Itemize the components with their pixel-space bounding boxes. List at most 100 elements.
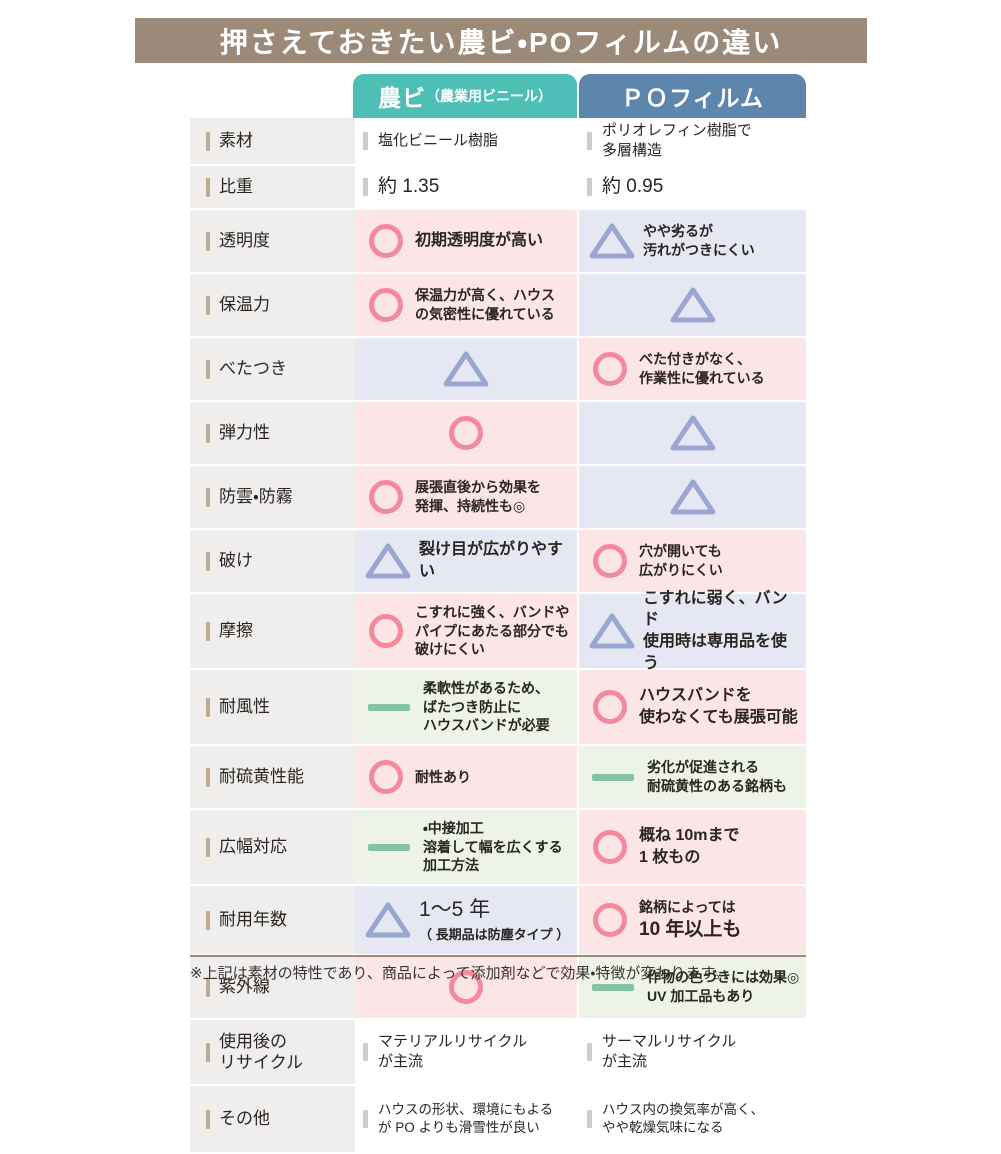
row-label-cell: 保温力 xyxy=(190,274,355,338)
row-label: 保温力 xyxy=(219,295,270,315)
cell-text: 穴が開いても 広がりにくい xyxy=(639,543,723,578)
row-label: 広幅対応 xyxy=(219,837,287,857)
column-header-tabs: 農ビ （農業用ビニール） ＰＯフィルム xyxy=(190,74,806,118)
cell-novi xyxy=(355,338,579,402)
row-label-bar-icon xyxy=(206,837,210,857)
row-label: 弾力性 xyxy=(219,423,270,443)
cell-po: 劣化が促進される 耐硫黄性のある銘柄も xyxy=(579,746,806,810)
circle-mark-icon xyxy=(587,824,633,870)
table-row: 比重 約 1.35 約 0.95 xyxy=(190,166,806,210)
table-row: 弾力性 xyxy=(190,402,806,466)
row-label-cell: 耐用年数 xyxy=(190,886,355,956)
cell-novi: マテリアルリサイクル が主流 xyxy=(355,1020,579,1086)
table-row: 摩擦 こすれに強く、バンドや パイプにあたる部分でも 破けにくい こすれに弱く、バン… xyxy=(190,590,806,672)
row-label-bar-icon xyxy=(206,177,210,197)
row-label-bar-icon xyxy=(206,295,210,315)
row-label-bar-icon xyxy=(206,621,210,641)
cell-novi: ・中接加工 溶着して幅を広くする 加工方法 xyxy=(355,810,579,886)
cell-novi: ハウスの形状、環境にもよる が PO よりも滑雪性が良い xyxy=(355,1086,579,1154)
cell-tick-icon xyxy=(587,1110,592,1128)
cell-po: 穴が開いても 広がりにくい xyxy=(579,530,806,594)
row-label-bar-icon xyxy=(206,910,210,930)
cell-tick-icon xyxy=(363,178,368,196)
cell-text: マテリアルリサイクル が主流 xyxy=(378,1032,528,1070)
row-label-bar-icon xyxy=(206,697,210,717)
cell-po: ポリオレフィン樹脂で 多層構造 xyxy=(579,118,806,166)
circle-mark-icon xyxy=(363,218,409,264)
cell-text: やや劣るが 汚れがつきにくい xyxy=(643,223,755,258)
triangle-mark-icon xyxy=(668,410,718,456)
cell-novi: 1～5 年（ 長期品は防塵タイプ ） xyxy=(355,886,579,956)
cell-po: 概ね 10mまで 1 枚もの xyxy=(579,810,806,886)
table-row: 保温力 保温力が高く、ハウス の気密性に優れている xyxy=(190,274,806,338)
cell-novi xyxy=(355,402,579,466)
cell-text: ハウスバンドを 使わなくても展張可能 xyxy=(639,687,798,726)
dash-mark-icon xyxy=(363,824,415,870)
cell-po: ハウスバンドを 使わなくても展張可能 xyxy=(579,670,806,746)
cell-po xyxy=(579,402,806,466)
table-row: 広幅対応 ・中接加工 溶着して幅を広くする 加工方法 概ね 10mまで 1 枚もの xyxy=(190,810,806,886)
triangle-mark-icon xyxy=(668,282,718,328)
table-row: 使用後の リサイクル マテリアルリサイクル が主流 サーマルリサイクル が主流 xyxy=(190,1020,806,1086)
cell-text: 柔軟性があるため、 ばたつき防止に ハウスバンドが必要 xyxy=(423,679,550,734)
cell-novi: 塩化ビニール樹脂 xyxy=(355,118,579,166)
cell-novi: 保温力が高く、ハウス の気密性に優れている xyxy=(355,274,579,338)
row-label-cell: 防雲・防霧 xyxy=(190,466,355,530)
cell-tick-icon xyxy=(587,178,592,196)
row-label: 透明度 xyxy=(219,231,270,251)
triangle-mark-icon xyxy=(587,218,637,264)
row-label-cell: 弾力性 xyxy=(190,402,355,466)
triangle-mark-icon xyxy=(363,538,413,584)
page-title-banner: 押さえておきたい農ビ・POフィルムの違い xyxy=(135,18,867,63)
cell-text: こすれに強く、バンドや パイプにあたる部分でも 破けにくい xyxy=(415,603,570,658)
row-label: 耐風性 xyxy=(219,697,270,717)
row-label: 比重 xyxy=(219,177,253,197)
cell-po: 銘柄によっては 10 年以上も xyxy=(579,886,806,956)
column-header-novi-sub: （農業用ビニール） xyxy=(426,88,552,104)
circle-mark-icon xyxy=(363,608,409,654)
row-label-bar-icon xyxy=(206,551,210,571)
cell-novi: 柔軟性があるため、 ばたつき防止に ハウスバンドが必要 xyxy=(355,670,579,746)
cell-text: 銘柄によっては 10 年以上も xyxy=(639,898,742,940)
cell-novi: 耐性あり xyxy=(355,746,579,810)
cell-text: ・中接加工 溶着して幅を広くする 加工方法 xyxy=(423,819,563,874)
row-label-bar-icon xyxy=(206,487,210,507)
cell-novi: こすれに強く、バンドや パイプにあたる部分でも 破けにくい xyxy=(355,594,579,670)
comparison-table: 素材 塩化ビニール樹脂 ポリオレフィン樹脂で 多層構造比重 約 1.35 約 0.95 透… xyxy=(190,118,806,1154)
table-row: べたつき べた付きがなく、 作業性に優れている xyxy=(190,338,806,402)
cell-po: 約 0.95 xyxy=(579,166,806,210)
row-label: 素材 xyxy=(219,131,253,151)
row-label-bar-icon xyxy=(206,767,210,787)
triangle-mark-icon xyxy=(668,474,718,520)
row-label-cell: 破け xyxy=(190,530,355,594)
column-header-novi-main: 農ビ xyxy=(378,85,426,111)
table-row: 素材 塩化ビニール樹脂 ポリオレフィン樹脂で 多層構造 xyxy=(190,118,806,166)
row-label: 摩擦 xyxy=(219,621,253,641)
cell-po: やや劣るが 汚れがつきにくい xyxy=(579,210,806,274)
circle-mark-icon xyxy=(587,346,633,392)
row-label-bar-icon xyxy=(206,1042,210,1062)
row-label-cell: べたつき xyxy=(190,338,355,402)
cell-text: 約 0.95 xyxy=(602,176,664,198)
triangle-mark-icon xyxy=(587,608,637,654)
circle-mark-icon xyxy=(363,474,409,520)
cell-novi: 約 1.35 xyxy=(355,166,579,210)
row-label-bar-icon xyxy=(206,1109,210,1129)
row-label-cell: 摩擦 xyxy=(190,594,355,670)
table-row: 耐硫黄性能 耐性あり 劣化が促進される 耐硫黄性のある銘柄も xyxy=(190,746,806,810)
row-label: 破け xyxy=(219,551,253,571)
column-header-po-main: ＰＯフィルム xyxy=(620,85,765,111)
cell-text: べた付きがなく、 作業性に優れている xyxy=(639,351,765,386)
cell-po: サーマルリサイクル が主流 xyxy=(579,1020,806,1086)
cell-novi: 展張直後から効果を 発揮、持続性も◎ xyxy=(355,466,579,530)
column-header-novi: 農ビ （農業用ビニール） xyxy=(353,74,577,118)
triangle-mark-icon xyxy=(441,346,491,392)
cell-text: 約 1.35 xyxy=(378,176,440,198)
row-label: 耐用年数 xyxy=(219,910,287,930)
cell-po xyxy=(579,466,806,530)
page-title: 押さえておきたい農ビ・POフィルムの違い xyxy=(219,26,783,58)
cell-text: 保温力が高く、ハウス の気密性に優れている xyxy=(415,287,555,322)
cell-text: 劣化が促進される 耐硫黄性のある銘柄も xyxy=(647,759,787,794)
table-row: 破け 裂け目が広がりやすい 穴が開いても 広がりにくい xyxy=(190,530,806,594)
cell-tick-icon xyxy=(587,1043,592,1061)
